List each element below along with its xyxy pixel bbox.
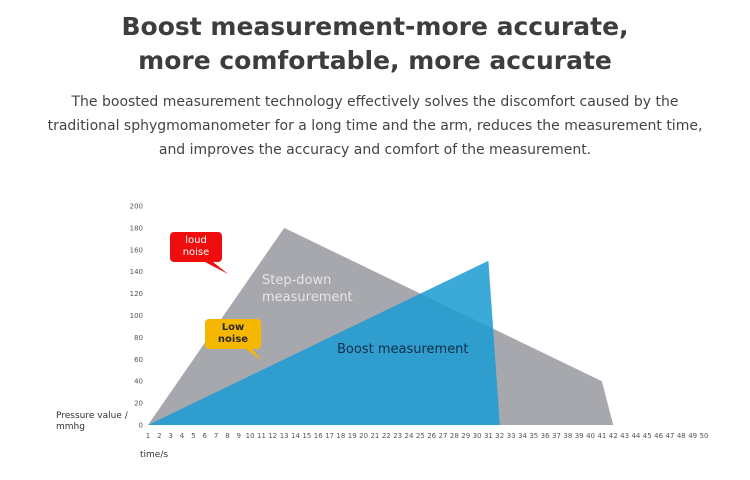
x-tick-label: 47 (665, 432, 674, 440)
x-tick-label: 20 (359, 432, 368, 440)
x-tick-label: 33 (507, 432, 516, 440)
x-tick-label: 22 (382, 432, 391, 440)
y-tick-label: 60 (134, 356, 143, 364)
x-tick-label: 39 (575, 432, 584, 440)
x-tick-label: 34 (518, 432, 527, 440)
x-tick-label: 7 (214, 432, 218, 440)
x-tick-label: 50 (700, 432, 709, 440)
y-tick-label: 160 (130, 246, 143, 254)
page-title: Boost measurement-more accurate, more co… (0, 10, 750, 78)
x-tick-label: 30 (473, 432, 482, 440)
x-tick-label: 14 (291, 432, 300, 440)
y-tick-label: 120 (130, 290, 143, 298)
x-tick-label: 32 (495, 432, 504, 440)
x-tick-label: 23 (393, 432, 402, 440)
x-tick-label: 45 (643, 432, 652, 440)
x-tick-label: 16 (314, 432, 323, 440)
x-tick-label: 5 (191, 432, 195, 440)
title-line-2: more comfortable, more accurate (138, 46, 612, 75)
x-tick-label: 4 (180, 432, 185, 440)
x-tick-label: 24 (405, 432, 414, 440)
x-tick-label: 42 (609, 432, 618, 440)
title-line-1: Boost measurement-more accurate, (121, 12, 629, 41)
low-noise-line1: Low (221, 322, 245, 333)
y-tick-label: 80 (134, 334, 143, 342)
x-tick-label: 15 (302, 432, 311, 440)
x-tick-label: 8 (225, 432, 229, 440)
low-noise-pointer (246, 349, 262, 361)
x-tick-label: 43 (620, 432, 629, 440)
x-axis-label: time/s (140, 450, 169, 460)
x-tick-label: 12 (268, 432, 277, 440)
y-tick-label: 0 (139, 422, 143, 430)
x-tick-label: 28 (450, 432, 459, 440)
x-axis-ticks: 1 2 3 4 5 6 7 8 9 10 11 12 13 14 15 16 17 18 19 20 21 22 23 24 2… (146, 432, 709, 440)
x-tick-label: 26 (427, 432, 436, 440)
y-axis-ticks: 0 20 40 60 80 100 120 140 160 180 200 (130, 203, 143, 430)
x-tick-label: 6 (203, 432, 208, 440)
x-tick-label: 10 (246, 432, 255, 440)
loud-noise-line1: loud (185, 235, 207, 246)
low-noise-line2: noise (217, 334, 249, 345)
x-tick-label: 40 (586, 432, 595, 440)
loud-noise-line2: noise (182, 247, 210, 258)
x-tick-label: 3 (168, 432, 172, 440)
x-tick-label: 36 (541, 432, 550, 440)
step-down-label-line1: Step-down (262, 273, 331, 288)
boost-area (148, 260, 500, 425)
x-tick-label: 38 (563, 432, 572, 440)
x-tick-label: 29 (461, 432, 470, 440)
y-tick-label: 20 (134, 400, 143, 408)
boost-label: Boost measurement (337, 342, 469, 357)
x-tick-label: 1 (146, 432, 150, 440)
x-tick-label: 31 (484, 432, 493, 440)
x-tick-label: 9 (237, 432, 241, 440)
x-tick-label: 18 (336, 432, 345, 440)
x-tick-label: 44 (631, 432, 640, 440)
low-noise-callout: Low noise (205, 319, 261, 349)
x-tick-label: 2 (157, 432, 161, 440)
x-tick-label: 49 (688, 432, 697, 440)
x-tick-label: 21 (370, 432, 379, 440)
y-tick-label: 200 (130, 203, 143, 211)
x-tick-label: 46 (654, 432, 663, 440)
x-tick-label: 13 (280, 432, 289, 440)
x-tick-label: 48 (677, 432, 686, 440)
loud-noise-callout: loud noise (170, 232, 222, 262)
x-tick-label: 11 (257, 432, 266, 440)
x-tick-label: 41 (597, 432, 606, 440)
y-tick-label: 180 (130, 224, 143, 232)
x-tick-label: 19 (348, 432, 357, 440)
loud-noise-pointer (205, 262, 228, 274)
step-down-label-line2: measurement (262, 290, 353, 305)
x-tick-label: 27 (439, 432, 448, 440)
x-tick-label: 17 (325, 432, 334, 440)
y-tick-label: 100 (130, 312, 143, 320)
y-tick-label: 140 (130, 268, 143, 276)
x-tick-label: 37 (552, 432, 561, 440)
x-tick-label: 35 (529, 432, 538, 440)
x-tick-label: 25 (416, 432, 425, 440)
y-tick-label: 40 (134, 378, 143, 386)
y-axis-label: Pressure value / mmhg (56, 411, 128, 432)
description-text: The boosted measurement technology effec… (47, 94, 703, 158)
